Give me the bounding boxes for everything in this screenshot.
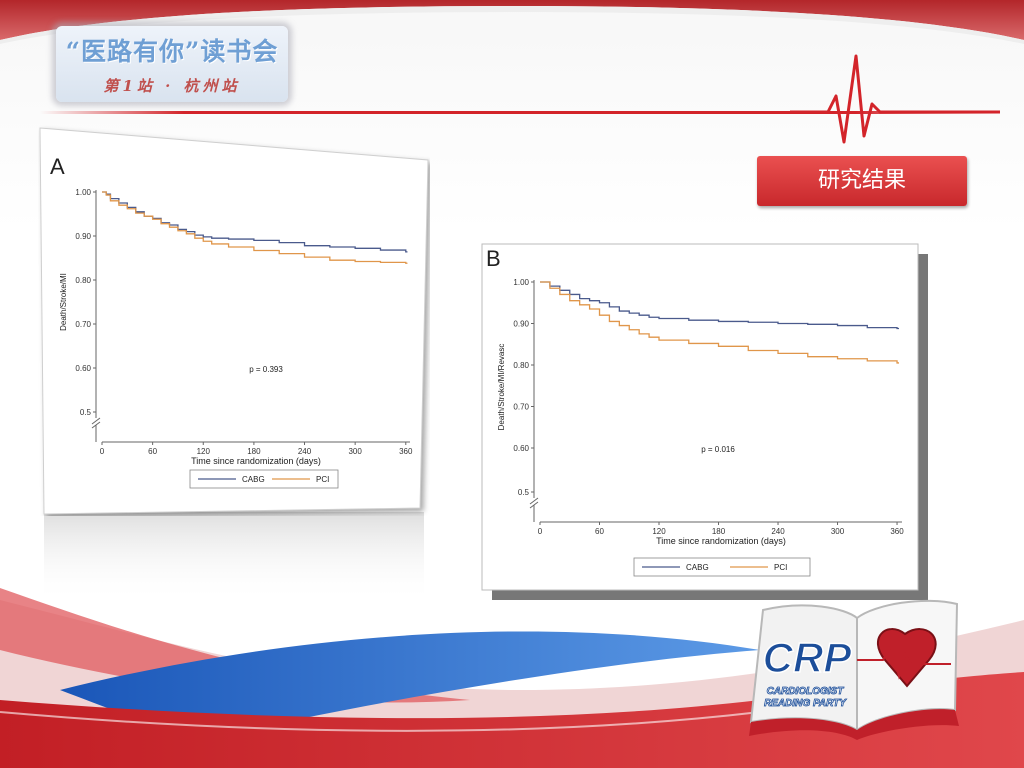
chart-b-series-pci bbox=[540, 281, 900, 364]
chart-b-legend-label-pci: PCI bbox=[774, 563, 787, 572]
chart-b-legend: CABG PCI bbox=[633, 557, 811, 577]
chart-a-y-tick-label: 0.90 bbox=[75, 232, 91, 241]
chart-a-panel-label: A bbox=[50, 154, 65, 179]
chart-a-x-axis-label: Time since randomization (days) bbox=[191, 456, 321, 466]
logo-tagline-1: CARDIOLOGIST bbox=[767, 686, 845, 697]
chart-a-y-tick-label: 0.80 bbox=[75, 276, 91, 285]
chart-b-x-tick-label: 60 bbox=[595, 527, 604, 536]
chart-b-p-value: p = 0.016 bbox=[701, 445, 735, 454]
chart-a-p-value: p = 0.393 bbox=[249, 365, 283, 374]
chart-a-x-tick-label: 240 bbox=[298, 447, 312, 456]
bottom-wave-blue bbox=[60, 631, 760, 740]
panel-a-reflection bbox=[44, 512, 424, 602]
chart-a-y-tick-label: 1.00 bbox=[75, 188, 91, 197]
logo-name: CRP bbox=[763, 634, 853, 681]
chart-b-axis-break bbox=[529, 497, 539, 505]
chart-a-legend-box bbox=[189, 469, 339, 489]
chart-a-x-tick-label: 180 bbox=[247, 447, 261, 456]
panel-a-card bbox=[39, 127, 429, 515]
chart-a-series-pci bbox=[102, 191, 408, 264]
crp-logo: CRP CARDIOLOGIST READING PARTY bbox=[749, 599, 959, 740]
chart-b-x-tick-label: 240 bbox=[771, 527, 785, 536]
title-box: “医路有你”读书会 第1站 · 杭州站 bbox=[56, 26, 288, 102]
chart-b-x-tick-label: 360 bbox=[890, 527, 904, 536]
chart-b-panel-label: B bbox=[486, 246, 501, 271]
chart-a-legend: CABG PCI bbox=[189, 469, 339, 489]
chart-b-x-tick-label: 300 bbox=[831, 527, 845, 536]
chart-a-x-tick-label: 360 bbox=[399, 447, 413, 456]
chart-b-y-tick-label: 1.00 bbox=[513, 278, 529, 287]
header-separator bbox=[40, 111, 1000, 114]
chart-b-x-tick-label: 0 bbox=[538, 527, 543, 536]
chart-b-x-axis-label: Time since randomization (days) bbox=[656, 536, 786, 546]
chart-b-legend-label-cabg: CABG bbox=[686, 563, 709, 572]
panel-b-card bbox=[481, 243, 919, 591]
chart-a-y-tick-label: 0.70 bbox=[75, 320, 91, 329]
heartbeat-icon bbox=[790, 54, 1000, 144]
chart-a-x-tick-label: 0 bbox=[100, 447, 105, 456]
chart-a-legend-label-cabg: CABG bbox=[242, 475, 265, 484]
chart-b-y-tick-label: 0.90 bbox=[513, 320, 529, 329]
chart-b-x-tick-label: 180 bbox=[712, 527, 726, 536]
chart-a-axis-break bbox=[91, 417, 101, 425]
chart-b-y-tick-label: 0.70 bbox=[513, 403, 529, 412]
chart-a-y-axis-label: Death/Stroke/MI bbox=[59, 273, 68, 331]
chart-b-y-tick-label: 0.60 bbox=[513, 444, 529, 453]
logo-heartbeat-icon bbox=[857, 643, 951, 680]
chart-b-legend-box bbox=[633, 557, 811, 577]
chart-a-x-tick-label: 120 bbox=[197, 447, 211, 456]
chart-a-legend-label-pci: PCI bbox=[316, 475, 329, 484]
logo-tagline-2: READING PARTY bbox=[764, 698, 847, 709]
chart-b-y-tick-label: 0.80 bbox=[513, 361, 529, 370]
chart-panel-b: B 0.5 0.60 0.70 0.80 0.90 1.00 0 60 120 180 240 300 3… bbox=[481, 243, 928, 600]
chart-a-y-tick-label: 0.60 bbox=[75, 364, 91, 373]
chart-b-x-tick-label: 120 bbox=[652, 527, 666, 536]
chart-panel-a: A 0.5 0.60 0.70 0.80 0.90 1.00 0 60 120 180 240 300 3… bbox=[39, 127, 429, 515]
chart-a-x-tick-label: 60 bbox=[148, 447, 157, 456]
chart-b-series-cabg bbox=[540, 281, 900, 330]
chart-a-x-tick-label: 300 bbox=[348, 447, 362, 456]
bottom-wave-pink bbox=[0, 588, 470, 703]
slide-title: “医路有你”读书会 bbox=[65, 37, 279, 66]
chart-a-y-tick-label: 0.5 bbox=[80, 408, 92, 417]
chart-b-y-tick-label: 0.5 bbox=[518, 488, 530, 497]
slide-subtitle: 第1站 · 杭州站 bbox=[103, 77, 241, 95]
section-label: 研究结果 bbox=[757, 156, 967, 206]
chart-b-y-axis-label: Death/Stroke/MI/Revasc bbox=[497, 344, 506, 431]
